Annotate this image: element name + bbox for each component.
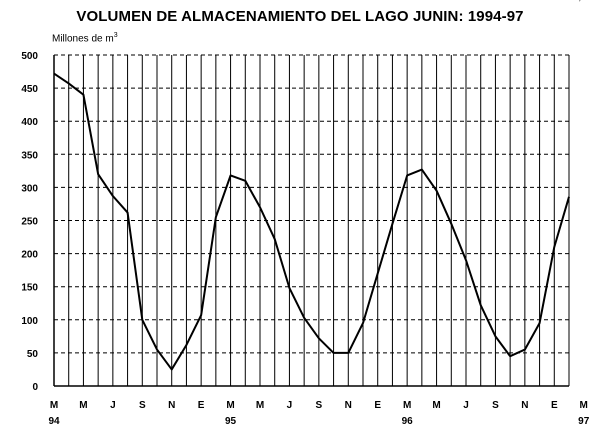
x-tick-label: N bbox=[168, 400, 175, 411]
y-tick-label: 200 bbox=[21, 250, 38, 261]
x-tick-label: M bbox=[403, 400, 411, 411]
y-axis-unit-label: Millones de m3 bbox=[52, 32, 118, 45]
y-tick-label: 350 bbox=[21, 150, 38, 161]
x-tick-label: E bbox=[374, 400, 381, 411]
y-tick-label: 250 bbox=[21, 217, 38, 228]
x-tick-label: M bbox=[580, 400, 588, 411]
x-year-label: 96 bbox=[402, 416, 414, 427]
x-tick-label: J bbox=[463, 400, 469, 411]
x-tick-label: M bbox=[432, 400, 440, 411]
x-tick-label: N bbox=[521, 400, 528, 411]
y-tick-label: 450 bbox=[21, 84, 38, 95]
x-year-label: 94 bbox=[48, 416, 60, 427]
data-label: 285,8 bbox=[562, 0, 587, 3]
x-year-label: 95 bbox=[225, 416, 237, 427]
x-tick-label: E bbox=[551, 400, 558, 411]
y-axis-unit-exponent: 3 bbox=[113, 32, 118, 39]
x-tick-label: M bbox=[256, 400, 264, 411]
x-tick-label: M bbox=[79, 400, 87, 411]
x-tick-label: S bbox=[492, 400, 499, 411]
y-tick-label: 100 bbox=[21, 316, 38, 327]
x-tick-label: N bbox=[345, 400, 352, 411]
x-tick-label: S bbox=[139, 400, 146, 411]
x-tick-label: M bbox=[226, 400, 234, 411]
x-tick-label: E bbox=[198, 400, 205, 411]
x-tick-label: S bbox=[316, 400, 323, 411]
x-tick-label: M bbox=[50, 400, 58, 411]
y-tick-label: 50 bbox=[27, 349, 39, 360]
y-tick-label: 400 bbox=[21, 117, 38, 128]
y-tick-label: 500 bbox=[21, 51, 38, 62]
series-line bbox=[53, 72, 570, 371]
y-tick-label: 150 bbox=[21, 283, 38, 294]
y-tick-label: 0 bbox=[32, 382, 38, 393]
y-tick-label: 300 bbox=[21, 183, 38, 194]
x-year-label: 97 bbox=[578, 416, 590, 427]
chart-title: VOLUMEN DE ALMACENAMIENTO DEL LAGO JUNIN… bbox=[76, 8, 524, 25]
x-tick-label: J bbox=[110, 400, 116, 411]
x-tick-label: J bbox=[287, 400, 293, 411]
